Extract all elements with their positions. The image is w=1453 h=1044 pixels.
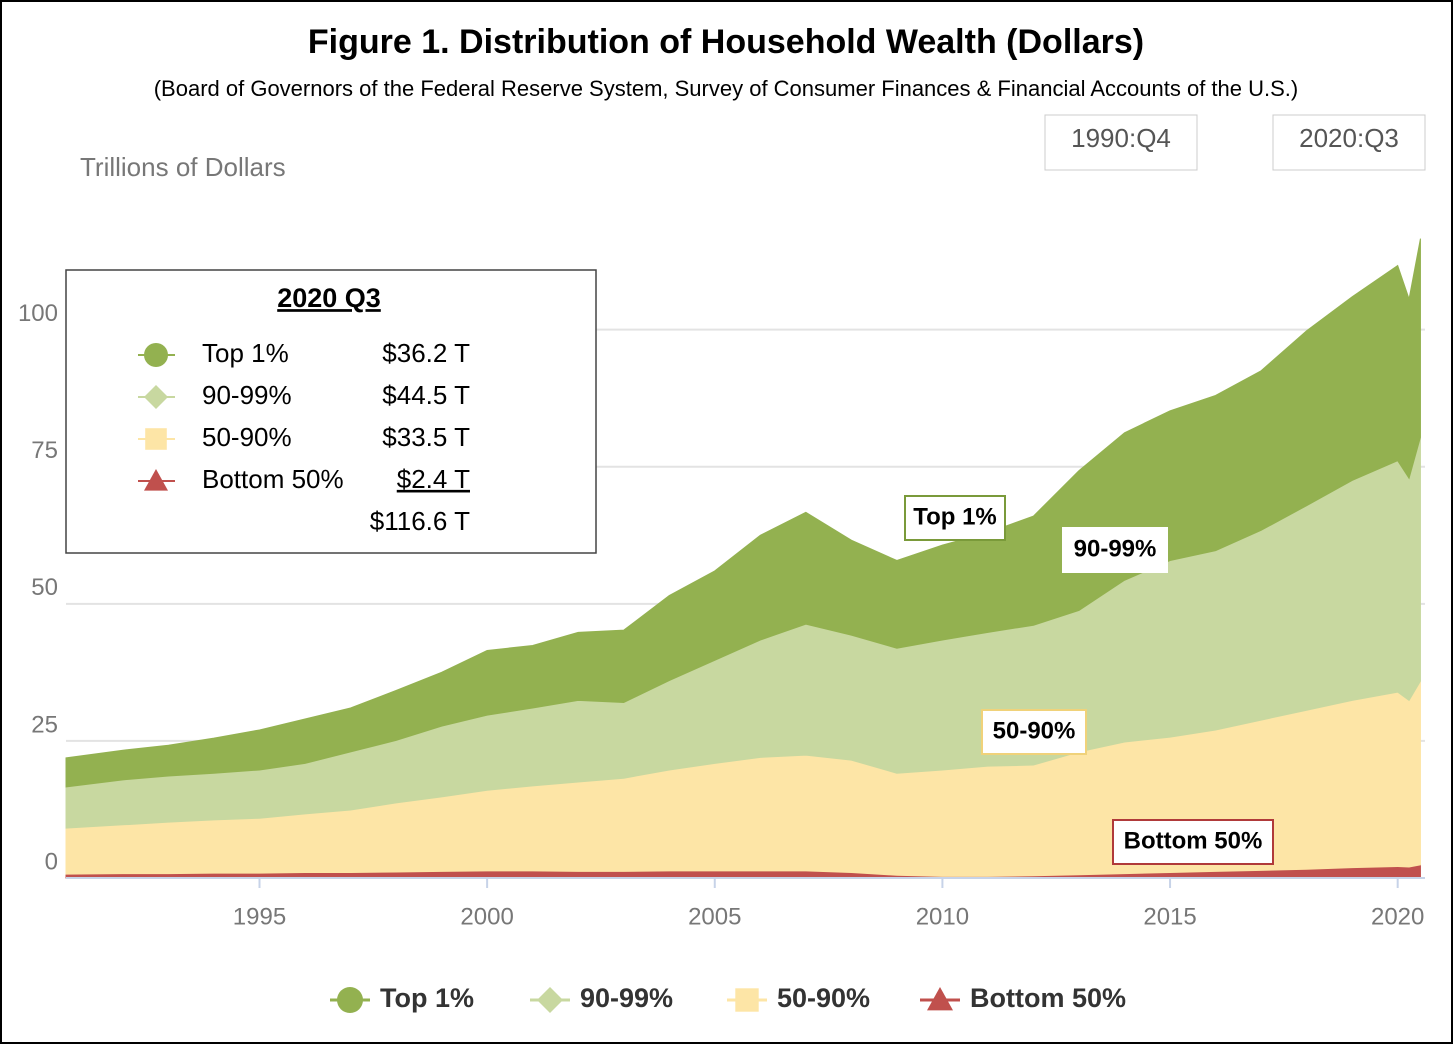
inset-value: $33.5 T xyxy=(382,422,470,452)
inset-name: 50-90% xyxy=(202,422,292,452)
x-tick-label: 2005 xyxy=(688,903,741,930)
legend-marker xyxy=(337,987,363,1013)
inset-total: $116.6 T xyxy=(370,506,470,536)
legend-label: 90-99% xyxy=(580,983,673,1013)
legend-marker xyxy=(927,987,953,1011)
y-tick-label: 0 xyxy=(45,848,58,875)
chart-subtitle: (Board of Governors of the Federal Reser… xyxy=(154,76,1299,101)
legend-marker xyxy=(537,987,563,1013)
legend-label: Top 1% xyxy=(380,983,474,1013)
annotation-box xyxy=(1112,819,1274,865)
inset-value: $2.4 T xyxy=(397,464,470,494)
y-tick-label: 50 xyxy=(31,574,58,601)
x-tick-label: 2010 xyxy=(916,903,969,930)
legend-marker xyxy=(144,343,168,367)
y-tick-label: 25 xyxy=(31,711,58,738)
range-start[interactable]: 1990:Q4 xyxy=(1071,123,1171,153)
annotation: Bottom 50% xyxy=(1124,827,1263,854)
x-tick-label: 1995 xyxy=(233,903,286,930)
range-end[interactable]: 2020:Q3 xyxy=(1299,123,1399,153)
annotation: 90-99% xyxy=(1074,535,1157,562)
annotation-box xyxy=(904,495,1006,541)
inset-name: 90-99% xyxy=(202,380,292,410)
inset-name: Bottom 50% xyxy=(202,464,344,494)
y-tick-label: 100 xyxy=(18,300,58,327)
x-tick-label: 2020 xyxy=(1371,903,1424,930)
legend-label: Bottom 50% xyxy=(970,983,1126,1013)
inset-box xyxy=(65,269,597,554)
annotation: 50-90% xyxy=(993,717,1076,744)
area xyxy=(65,238,1421,788)
chart-title: Figure 1. Distribution of Household Weal… xyxy=(308,23,1144,61)
inset-name: Top 1% xyxy=(202,338,289,368)
y-tick-label: 75 xyxy=(31,437,58,464)
legend-marker xyxy=(735,988,759,1012)
range-end-box[interactable] xyxy=(1272,114,1426,171)
annotation: Top 1% xyxy=(913,503,997,530)
legend-marker xyxy=(145,428,167,450)
annotation-box xyxy=(981,709,1087,755)
y-axis-label: Trillions of Dollars xyxy=(80,152,286,182)
annotation-box xyxy=(1062,527,1168,573)
x-tick-label: 2000 xyxy=(460,903,513,930)
legend-marker xyxy=(144,469,168,491)
legend-marker xyxy=(144,385,168,409)
range-start-box[interactable] xyxy=(1044,114,1198,171)
inset-title: 2020 Q3 xyxy=(277,283,381,313)
inset-value: $36.2 T xyxy=(382,338,470,368)
inset-value: $44.5 T xyxy=(382,380,470,410)
x-tick-label: 2015 xyxy=(1143,903,1196,930)
legend-label: 50-90% xyxy=(777,983,870,1013)
